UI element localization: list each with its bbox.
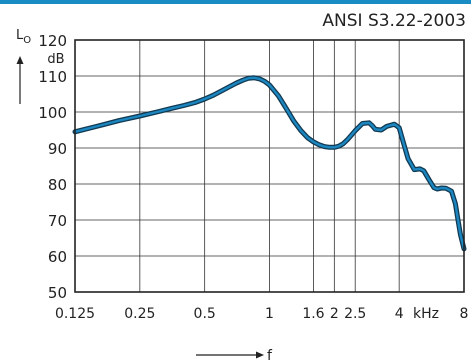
y-tick-label: 100 bbox=[38, 104, 67, 122]
y-tick-label: 50 bbox=[48, 284, 67, 302]
x-tick-label: 0.25 bbox=[124, 306, 155, 322]
x-axis-unit: kHz bbox=[413, 306, 439, 322]
y-tick-label: 80 bbox=[48, 176, 67, 194]
y-axis-subscript: O bbox=[23, 35, 31, 46]
x-tick-label: 0.5 bbox=[194, 306, 216, 322]
x-tick-label: 2 bbox=[330, 306, 339, 322]
x-tick-label: 0.125 bbox=[55, 306, 95, 322]
chart-title: ANSI S3.22-2003 bbox=[322, 11, 466, 31]
x-tick-label: 1 bbox=[265, 306, 274, 322]
svg-text:LO: LO bbox=[16, 28, 31, 46]
y-tick-label: 110 bbox=[38, 68, 67, 86]
y-axis-unit: dB bbox=[47, 52, 64, 67]
y-axis-symbol: L bbox=[16, 28, 24, 43]
y-tick-label: 90 bbox=[48, 140, 67, 158]
x-axis-arrowhead bbox=[256, 351, 264, 359]
x-axis-label: f bbox=[196, 348, 273, 364]
x-tick-labels: 0.125 0.25 0.5 1 1.6 2 2.5 4 8 bbox=[55, 306, 469, 322]
y-tick-label: 60 bbox=[48, 248, 67, 266]
y-axis-arrowhead bbox=[16, 56, 24, 64]
x-tick-label: 4 bbox=[395, 306, 404, 322]
header-rule bbox=[0, 0, 471, 4]
grid bbox=[75, 40, 464, 292]
y-axis-label: LO bbox=[16, 28, 31, 104]
y-tick-label: 70 bbox=[48, 212, 67, 230]
x-tick-label: 1.6 bbox=[302, 306, 324, 322]
y-tick-label: 120 bbox=[38, 32, 67, 50]
x-tick-label: 2.5 bbox=[344, 306, 366, 322]
plot-frame bbox=[74, 39, 465, 293]
response-curve bbox=[73, 76, 466, 250]
y-tick-labels: 50 60 70 80 90 100 110 120 bbox=[38, 32, 67, 302]
plot-lines bbox=[72, 75, 467, 252]
x-axis-symbol: f bbox=[267, 348, 273, 364]
x-tick-label: 8 bbox=[460, 306, 469, 322]
